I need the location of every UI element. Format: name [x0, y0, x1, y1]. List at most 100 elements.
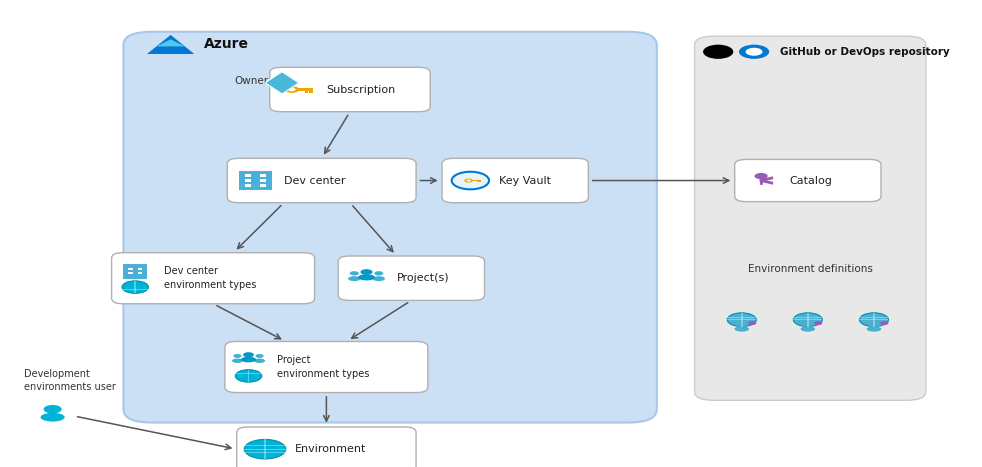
FancyBboxPatch shape [299, 88, 312, 91]
FancyBboxPatch shape [694, 36, 926, 400]
FancyBboxPatch shape [859, 319, 889, 320]
Text: Key Vault: Key Vault [499, 176, 551, 185]
FancyBboxPatch shape [236, 373, 262, 374]
Circle shape [360, 269, 372, 275]
Circle shape [285, 86, 300, 93]
Ellipse shape [867, 326, 881, 332]
Circle shape [793, 313, 822, 326]
FancyBboxPatch shape [740, 313, 742, 326]
Polygon shape [147, 35, 194, 54]
Polygon shape [156, 39, 185, 46]
FancyBboxPatch shape [112, 253, 314, 304]
Circle shape [859, 313, 889, 326]
Circle shape [703, 45, 734, 59]
Circle shape [288, 88, 296, 91]
FancyBboxPatch shape [237, 427, 416, 467]
Ellipse shape [232, 359, 243, 363]
FancyBboxPatch shape [264, 439, 266, 459]
Ellipse shape [358, 274, 375, 281]
FancyBboxPatch shape [728, 319, 756, 320]
FancyBboxPatch shape [442, 158, 588, 203]
FancyBboxPatch shape [305, 91, 308, 92]
Text: Dev center
environment types: Dev center environment types [164, 266, 256, 290]
Circle shape [244, 352, 254, 357]
Circle shape [748, 321, 756, 325]
Circle shape [738, 45, 769, 59]
Text: Azure: Azure [203, 37, 248, 51]
Circle shape [452, 172, 489, 189]
FancyBboxPatch shape [245, 452, 286, 453]
Circle shape [234, 354, 242, 358]
FancyBboxPatch shape [260, 184, 266, 187]
Circle shape [255, 354, 263, 358]
FancyBboxPatch shape [270, 67, 430, 112]
FancyBboxPatch shape [859, 317, 889, 318]
FancyBboxPatch shape [260, 179, 266, 182]
FancyBboxPatch shape [135, 281, 136, 293]
FancyBboxPatch shape [260, 174, 266, 177]
Circle shape [245, 439, 286, 459]
Circle shape [728, 313, 756, 326]
Ellipse shape [348, 276, 360, 281]
FancyBboxPatch shape [227, 158, 416, 203]
Circle shape [374, 271, 383, 276]
FancyBboxPatch shape [873, 313, 875, 326]
Circle shape [278, 85, 282, 87]
Text: Development
environments user: Development environments user [25, 369, 116, 392]
FancyBboxPatch shape [129, 272, 133, 274]
Text: Project(s): Project(s) [397, 273, 450, 283]
Ellipse shape [254, 359, 265, 363]
FancyBboxPatch shape [129, 268, 133, 269]
FancyBboxPatch shape [122, 287, 148, 288]
Ellipse shape [800, 326, 815, 332]
FancyBboxPatch shape [124, 32, 657, 423]
FancyBboxPatch shape [283, 86, 291, 87]
FancyBboxPatch shape [807, 313, 809, 326]
FancyBboxPatch shape [793, 319, 822, 320]
FancyBboxPatch shape [289, 87, 291, 88]
Text: Dev center: Dev center [284, 176, 346, 185]
Text: Environment: Environment [296, 444, 366, 454]
FancyBboxPatch shape [728, 322, 756, 323]
Circle shape [350, 271, 358, 276]
Circle shape [464, 178, 473, 183]
FancyBboxPatch shape [122, 289, 148, 290]
FancyBboxPatch shape [225, 341, 428, 393]
Text: Project
environment types: Project environment types [277, 355, 369, 379]
FancyBboxPatch shape [246, 174, 251, 177]
FancyBboxPatch shape [793, 317, 822, 318]
FancyBboxPatch shape [735, 159, 881, 202]
FancyBboxPatch shape [728, 317, 756, 318]
Circle shape [745, 48, 763, 56]
FancyBboxPatch shape [239, 171, 272, 190]
FancyBboxPatch shape [137, 272, 142, 274]
Polygon shape [265, 72, 299, 94]
FancyBboxPatch shape [793, 322, 822, 323]
FancyBboxPatch shape [859, 322, 889, 323]
Circle shape [880, 321, 889, 325]
Circle shape [802, 321, 814, 327]
FancyBboxPatch shape [246, 179, 251, 182]
Circle shape [122, 281, 148, 293]
Ellipse shape [241, 357, 256, 362]
Circle shape [754, 173, 768, 179]
FancyBboxPatch shape [137, 268, 142, 269]
Text: Subscription: Subscription [326, 85, 396, 94]
Text: Catalog: Catalog [790, 176, 833, 185]
Circle shape [43, 405, 62, 413]
Text: GitHub or DevOps repository: GitHub or DevOps repository [780, 47, 950, 57]
Circle shape [736, 321, 747, 327]
FancyBboxPatch shape [122, 284, 148, 285]
Circle shape [236, 370, 262, 382]
Circle shape [868, 321, 880, 327]
Ellipse shape [40, 413, 65, 422]
FancyBboxPatch shape [246, 184, 251, 187]
FancyBboxPatch shape [245, 445, 286, 446]
Circle shape [814, 321, 822, 325]
FancyBboxPatch shape [236, 375, 262, 376]
FancyBboxPatch shape [247, 370, 249, 382]
Ellipse shape [372, 276, 385, 281]
Circle shape [276, 85, 284, 88]
FancyBboxPatch shape [245, 449, 286, 450]
FancyBboxPatch shape [479, 181, 481, 183]
